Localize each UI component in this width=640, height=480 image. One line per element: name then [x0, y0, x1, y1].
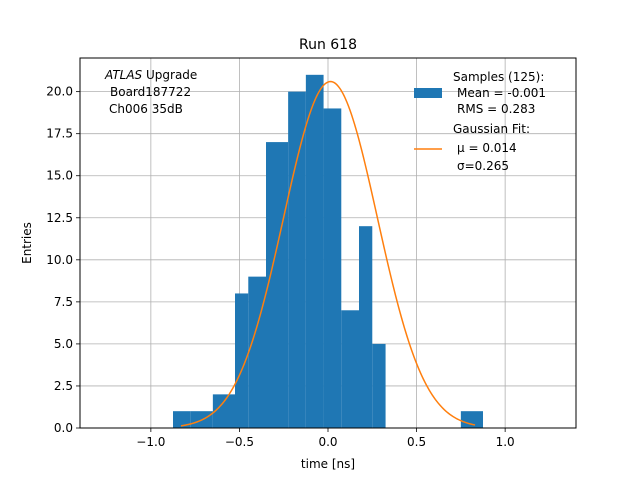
chart-title: Run 618: [299, 37, 357, 53]
x-tick-label: 1.0: [496, 435, 515, 449]
legend-histogram-line-1: Samples (125):: [453, 70, 544, 84]
x-axis-label: time [ns]: [301, 457, 355, 471]
y-tick-label: 12.5: [46, 211, 73, 225]
histogram-bar: [248, 276, 266, 428]
x-axis-ticks: −1.0 −0.5 0.0 0.5 1.0: [136, 428, 515, 449]
legend-fit-line-2: μ = 0.014: [457, 141, 517, 155]
histogram-bar: [341, 310, 359, 428]
y-tick-label: 15.0: [46, 169, 73, 183]
histogram-bar: [212, 394, 235, 428]
y-tick-label: 2.5: [54, 379, 73, 393]
y-tick-label: 5.0: [54, 337, 73, 351]
histogram-bar: [359, 226, 373, 428]
annotation-atlas: ATLAS: [104, 68, 143, 82]
y-tick-label: 17.5: [46, 127, 73, 141]
y-tick-label: 20.0: [46, 85, 73, 99]
x-tick-label: 0.5: [407, 435, 426, 449]
y-tick-label: 7.5: [54, 295, 73, 309]
y-tick-label: 10.0: [46, 253, 73, 267]
histogram-bar: [288, 91, 306, 429]
atlas-annotation: ATLAS Upgrade Board187722 Ch006 35dB: [104, 68, 197, 116]
legend-histogram-line-3: RMS = 0.283: [457, 102, 535, 116]
x-tick-label: −1.0: [136, 435, 165, 449]
histogram-bar: [323, 108, 342, 429]
y-tick-label: 0.0: [54, 421, 73, 435]
legend-histogram-swatch: [414, 88, 442, 98]
legend: Samples (125): Mean = -0.001 RMS = 0.283…: [414, 70, 546, 173]
annotation-line-3: Ch006 35dB: [109, 102, 183, 116]
annotation-line-1: ATLAS Upgrade: [104, 68, 197, 82]
annotation-line-2: Board187722: [110, 85, 191, 99]
x-tick-label: 0.0: [318, 435, 337, 449]
histogram-bar: [173, 411, 191, 428]
gaussian-fit-curve: [180, 80, 476, 427]
y-axis-ticks: 0.0 2.5 5.0 7.5 10.0 12.5 15.0 17.5 20.0: [46, 85, 80, 435]
histogram-bar: [305, 74, 324, 429]
annotation-upgrade: Upgrade: [142, 68, 197, 82]
x-tick-label: −0.5: [225, 435, 254, 449]
legend-fit-line-1: Gaussian Fit:: [453, 122, 530, 136]
legend-histogram-line-2: Mean = -0.001: [457, 86, 546, 100]
histogram-bar: [235, 293, 249, 428]
histogram-bar: [266, 142, 289, 428]
legend-fit-line-3: σ=0.265: [457, 159, 509, 173]
histogram-bars: [173, 74, 483, 429]
y-axis-label: Entries: [20, 222, 34, 264]
histogram-bar: [460, 411, 483, 428]
histogram-bar: [372, 343, 386, 428]
